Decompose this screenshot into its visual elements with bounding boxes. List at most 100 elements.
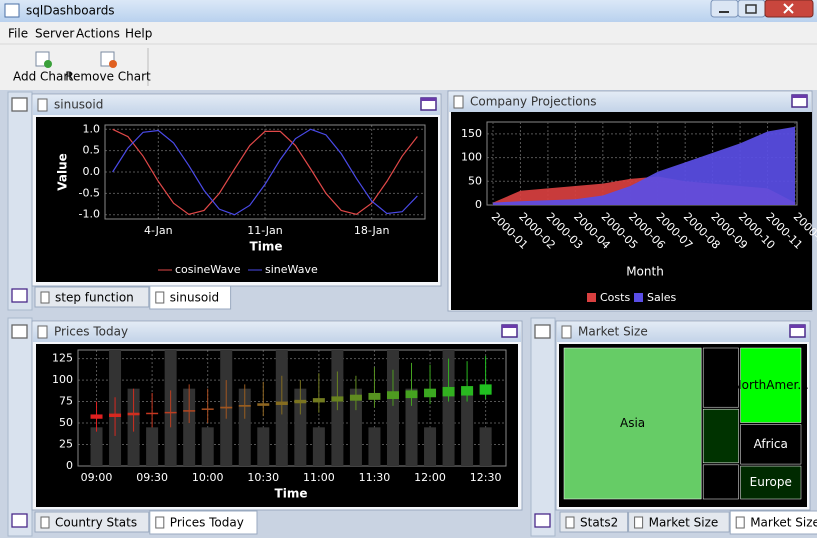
minimize-button[interactable] [710,0,739,18]
volume-bar [294,388,307,466]
x-tick-label: 11:30 [359,471,391,484]
dock-icon[interactable] [11,97,28,112]
y-tick-label: -1.0 [79,208,100,221]
candle-body [183,410,196,412]
add-chart-badge [44,60,52,68]
volume-bar [479,427,492,466]
window-controls[interactable] [710,0,814,18]
plot-border [104,124,426,220]
candle-body [146,412,159,415]
y-tick-label: 0 [66,459,73,472]
x-tick-label: 11-Jan [247,224,283,237]
menu-item[interactable]: Help [125,27,152,41]
x-tick-label: 09:30 [136,471,168,484]
tab[interactable] [559,511,629,533]
volume-bar [312,427,325,466]
tab-label[interactable]: Market Size [750,516,817,530]
menu-item[interactable]: Server [35,27,74,41]
y-tick-label: 50 [468,174,482,187]
menu-item[interactable]: File [8,27,28,41]
y-tick-label: 25 [59,438,73,451]
dock-maximize[interactable] [11,288,28,303]
window-title: sqlDashboards [26,4,115,18]
dock-icon[interactable] [534,324,551,339]
volume-bar [146,427,159,466]
volume-bar [201,427,214,466]
tab-icon [565,516,575,529]
panel-icon [37,98,48,112]
toolbar-button[interactable]: Remove Chart [65,70,151,84]
volume-bar [424,427,437,466]
panel-header [449,92,811,112]
panel-icon [37,325,48,339]
panel-title: Prices Today [54,325,128,339]
legend-swatch [587,293,596,302]
x-tick-label: 12:30 [470,471,502,484]
candle-body [275,401,288,405]
panel-header [33,322,521,342]
tab[interactable] [34,511,150,533]
tab-icon [40,516,50,529]
tab-label[interactable]: Prices Today [170,516,244,530]
tab-label[interactable]: Country Stats [55,516,137,530]
treemap-cell [702,464,739,500]
volume-bar [461,388,474,466]
y-tick-label: 0.5 [83,144,101,157]
tab[interactable] [149,285,232,310]
tab-icon [634,516,644,529]
panel-header [33,95,440,115]
y-tick-label: 0.0 [83,165,101,178]
title-bar [0,0,817,22]
candle-body [479,384,492,395]
tab-label[interactable]: step function [55,291,134,305]
panel-title: Company Projections [470,95,597,109]
tab[interactable] [729,510,817,535]
y-tick-label: 50 [59,416,73,429]
x-tick-label: 11:00 [303,471,335,484]
legend-label: Costs [600,291,630,304]
candle-body [109,413,122,418]
y-tick-label: 1.0 [83,122,101,135]
tab[interactable] [34,286,150,308]
candle-body [164,411,177,414]
volume-bar [368,427,381,466]
tab-icon [155,516,165,529]
tab[interactable] [628,511,730,533]
y-tick-label: 100 [461,151,482,164]
menu-item[interactable]: Actions [76,27,120,41]
panel-title: Market Size [578,325,648,339]
panel-maximize-bar [502,325,517,328]
volume-bar [90,427,103,466]
legend-label: Sales [647,291,677,304]
panel-icon [561,325,572,339]
candle-body [238,404,251,407]
area-series [493,126,795,205]
candle-body [331,396,344,402]
candle-body [424,388,437,398]
app-icon [4,3,20,18]
dock-maximize[interactable] [11,513,28,528]
treemap-cell [563,347,702,500]
dock-maximize[interactable] [534,513,551,528]
plot-border [77,349,507,467]
candle-body [461,386,474,396]
panel-maximize-bar [792,95,807,98]
volume-bar [257,427,270,466]
volume-bar [405,388,418,466]
maximize-button[interactable] [737,0,766,18]
tab[interactable] [149,510,258,535]
toolbar-button[interactable]: Add Chart [13,70,73,84]
x-tick-label: 4-Jan [144,224,173,237]
treemap-label: Europe [750,475,792,489]
tab-label[interactable]: Stats2 [580,516,618,530]
y-tick-label: 100 [52,373,73,386]
x-axis-label: Time [250,240,283,254]
tab-label[interactable]: Market Size [649,516,719,530]
treemap-cell [702,347,739,408]
panel-maximize-bar [421,98,436,101]
x-tick-label: 10:30 [247,471,279,484]
tab-label[interactable]: sinusoid [170,291,219,305]
dock-icon[interactable] [11,324,28,339]
x-axis-label: Time [275,487,308,501]
